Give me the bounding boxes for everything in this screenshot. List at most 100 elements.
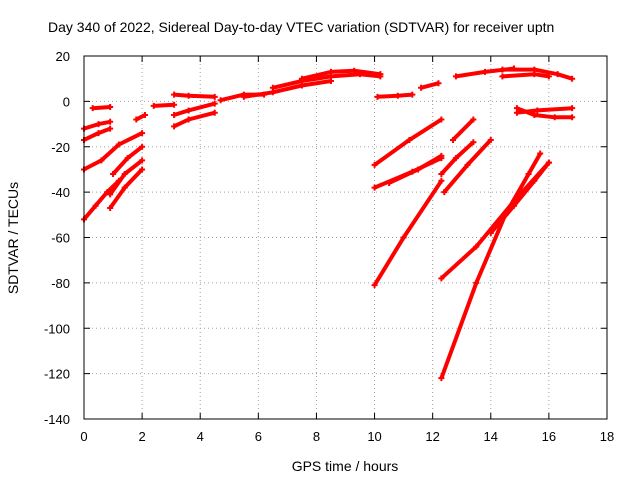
data-point <box>473 279 480 286</box>
data-point <box>499 73 506 80</box>
y-tick-label: -20 <box>51 140 70 155</box>
y-tick-label: -100 <box>44 321 70 336</box>
x-tick-label: 6 <box>255 429 262 444</box>
x-tick-label: 10 <box>367 429 381 444</box>
x-tick-label: 14 <box>484 429 498 444</box>
data-point <box>406 136 413 143</box>
tick-labels: 0 2 4 6 8 10 12 14 16 18 -140 -120 -100 -80 -60 -40 -20 0… <box>44 49 614 444</box>
data-point <box>185 116 192 123</box>
y-tick-label: -140 <box>44 412 70 427</box>
series-arc-20 <box>373 117 443 167</box>
axis-ticks <box>83 55 608 420</box>
data-point <box>537 150 544 157</box>
data-point <box>569 105 576 112</box>
data-point <box>394 92 401 99</box>
series-arc-29 <box>489 161 551 235</box>
y-tick-label: -40 <box>51 185 70 200</box>
data-point <box>371 184 378 191</box>
data-point <box>98 157 105 164</box>
series-arc-26 <box>451 118 475 142</box>
data-point <box>473 243 480 250</box>
data-point <box>211 93 218 100</box>
data-point <box>139 157 146 164</box>
data-point <box>418 84 425 91</box>
data-point <box>438 177 445 184</box>
data-point <box>569 75 576 82</box>
data-point <box>139 143 146 150</box>
series-arc-34 <box>516 106 573 120</box>
data-point <box>171 111 178 118</box>
data-series <box>81 65 576 382</box>
data-point <box>107 191 114 198</box>
data-point <box>534 107 541 114</box>
data-point <box>409 91 416 98</box>
x-tick-label: 0 <box>80 429 87 444</box>
data-point <box>531 111 538 118</box>
x-tick-label: 18 <box>600 429 614 444</box>
data-point <box>142 111 149 118</box>
data-point <box>464 161 471 168</box>
series-arc-31 <box>502 67 573 81</box>
x-tick-label: 12 <box>425 429 439 444</box>
series-arc-32 <box>502 72 550 79</box>
data-point <box>438 152 445 159</box>
data-point <box>400 234 407 241</box>
series-arc-17 <box>301 68 381 81</box>
data-point <box>217 97 224 104</box>
data-point <box>551 114 558 121</box>
data-point <box>139 130 146 137</box>
series-arc-07 <box>108 158 144 196</box>
data-point <box>211 109 218 116</box>
data-point <box>107 104 114 111</box>
x-tick-label: 8 <box>313 429 320 444</box>
x-axis-label: GPS time / hours <box>292 458 399 474</box>
data-point <box>171 91 178 98</box>
data-point <box>185 107 192 114</box>
y-tick-label: 20 <box>56 49 70 64</box>
data-point <box>185 92 192 99</box>
data-point <box>511 202 518 209</box>
data-point <box>531 71 538 78</box>
data-point <box>150 102 157 109</box>
data-point <box>95 121 102 128</box>
data-point <box>450 136 457 143</box>
data-point <box>525 170 532 177</box>
series-arc-01 <box>82 179 121 221</box>
data-point <box>435 80 442 87</box>
data-point <box>327 68 334 75</box>
data-point <box>452 73 459 80</box>
data-point <box>121 184 128 191</box>
series-arc-15 <box>243 79 332 99</box>
data-point <box>377 71 384 78</box>
series-arc-23 <box>372 179 444 287</box>
x-tick-label: 2 <box>138 429 145 444</box>
data-point <box>107 205 114 212</box>
data-point <box>110 170 117 177</box>
data-point <box>415 166 422 173</box>
data-point <box>499 66 506 73</box>
data-point <box>371 161 378 168</box>
data-point <box>351 67 358 74</box>
data-point <box>371 282 378 289</box>
chart-title: Day 340 of 2022, Sidereal Day-to-day VTE… <box>48 19 554 35</box>
y-tick-label: 0 <box>63 94 70 109</box>
data-point <box>438 116 445 123</box>
data-point <box>487 136 494 143</box>
y-tick-label: -120 <box>44 367 70 382</box>
data-point <box>171 123 178 130</box>
data-point <box>211 100 218 107</box>
data-point <box>470 139 477 146</box>
data-point <box>452 155 459 162</box>
data-point <box>89 105 96 112</box>
data-point <box>386 180 393 187</box>
series-arc-10 <box>153 102 175 108</box>
data-point <box>441 189 448 196</box>
data-point <box>554 71 561 78</box>
data-point <box>513 105 520 112</box>
data-point <box>438 170 445 177</box>
data-point <box>298 75 305 82</box>
data-point <box>481 68 488 75</box>
data-point <box>95 130 102 137</box>
data-point <box>438 275 445 282</box>
